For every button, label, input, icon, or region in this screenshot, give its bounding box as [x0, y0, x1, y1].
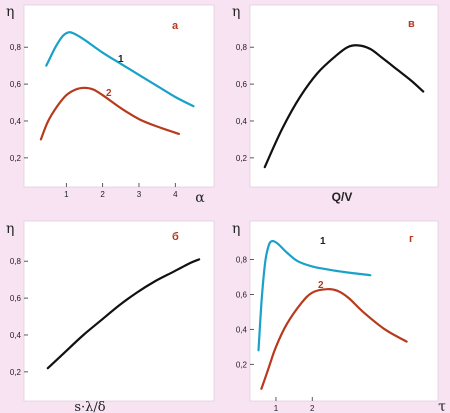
y-tick-label: 0,6: [10, 80, 22, 89]
x-tick-label: 1: [274, 404, 279, 413]
y-axis-label: η: [6, 221, 14, 237]
plot-frame: [23, 220, 215, 402]
series-line-2: [39, 86, 180, 141]
y-tick-label: 0,2: [236, 154, 248, 163]
y-axis-label: η: [232, 4, 240, 20]
panel-letter: б: [172, 231, 179, 243]
y-tick-label: 0,8: [10, 43, 22, 52]
y-tick-label: 0,8: [236, 255, 248, 264]
plot-frame: [249, 220, 439, 402]
x-axis-label: α: [195, 190, 205, 206]
x-tick-label: 2: [310, 404, 315, 413]
panel-letter: г: [409, 233, 414, 245]
series-line-main: [263, 44, 425, 169]
chart-panel-b: 0,2 0,4 0,6 0,8 б η s·λ/δ: [6, 220, 215, 413]
x-axis-label: Q/V: [332, 190, 353, 204]
plot-frame: [23, 4, 215, 188]
series-line-2: [260, 288, 408, 390]
x-tick-label: 3: [137, 190, 142, 199]
plot-frame: [249, 4, 439, 188]
chart-panel-v: 0,2 0,4 0,6 0,8 в η Q/V: [232, 4, 439, 204]
series-label: 1: [320, 236, 326, 247]
x-tick-label: 1: [64, 190, 69, 199]
series-line-1: [257, 239, 372, 352]
chart-panel-a: 0,2 0,4 0,6 0,8 1 2 3 4 1 2 а η α: [6, 4, 215, 206]
y-axis-label: η: [232, 221, 240, 237]
y-tick-label: 0,2: [236, 360, 248, 369]
y-tick-label: 0,4: [236, 117, 248, 126]
y-tick-label: 0,4: [236, 325, 248, 334]
series-label: 1: [118, 54, 124, 65]
series-label: 2: [318, 280, 324, 291]
y-tick-label: 0,4: [10, 117, 22, 126]
y-tick-label: 0,6: [236, 290, 248, 299]
x-tick-label: 4: [173, 190, 178, 199]
x-tick-label: 2: [100, 190, 105, 199]
y-tick-label: 0,6: [236, 80, 248, 89]
panel-letter: в: [408, 18, 415, 30]
y-tick-label: 0,2: [10, 154, 22, 163]
y-tick-label: 0,6: [10, 294, 22, 303]
y-tick-label: 0,8: [10, 257, 22, 266]
y-axis-label: η: [6, 4, 14, 20]
series-label: 2: [106, 88, 112, 99]
chart-panel-g: 0,2 0,4 0,6 0,8 1 2 1 2 г η τ: [232, 220, 446, 413]
x-axis-label: τ: [438, 399, 446, 413]
series-line-main: [46, 258, 201, 370]
y-tick-label: 0,2: [10, 368, 22, 377]
y-tick-label: 0,4: [10, 331, 22, 340]
series-line-1: [45, 31, 195, 108]
y-tick-label: 0,8: [236, 43, 248, 52]
panel-letter: а: [172, 20, 179, 32]
x-axis-label: s·λ/δ: [74, 400, 105, 413]
